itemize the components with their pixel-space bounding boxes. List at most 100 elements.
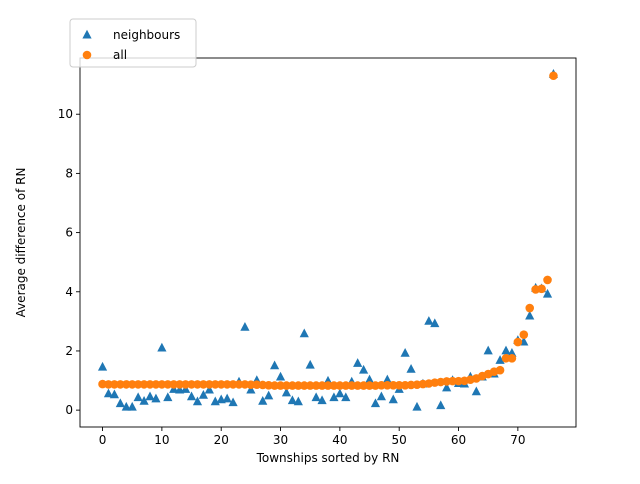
- legend: neighbours all: [69, 18, 197, 68]
- triangle-point: [258, 395, 268, 405]
- circle-point: [282, 381, 291, 390]
- y-tick-label: 10: [58, 107, 73, 121]
- triangle-point: [127, 401, 137, 411]
- triangle-point: [192, 396, 203, 406]
- legend-all-label: all: [113, 48, 127, 62]
- triangle-point: [412, 401, 422, 411]
- x-tick-label: 30: [273, 433, 288, 447]
- triangle-point: [163, 392, 173, 402]
- circle-point: [525, 303, 535, 313]
- circle-point: [175, 380, 184, 389]
- circle-point: [305, 381, 315, 390]
- circle-point: [163, 380, 173, 389]
- triangle-point: [281, 387, 292, 397]
- triangle-point: [353, 358, 363, 367]
- y-tick-label: 4: [65, 285, 73, 299]
- circle-point: [353, 381, 362, 390]
- x-tick-label: 60: [451, 433, 466, 447]
- circle-point: [365, 381, 374, 390]
- triangle-point: [436, 400, 446, 410]
- triangle-point: [471, 386, 481, 396]
- circle-point: [323, 381, 333, 390]
- triangle-point: [145, 391, 155, 401]
- triangle-point: [388, 394, 398, 404]
- circle-point: [157, 380, 167, 389]
- triangle-point: [246, 384, 256, 394]
- circle-point: [394, 380, 404, 390]
- circle-point: [234, 380, 244, 389]
- circle-point: [145, 380, 155, 389]
- circle-point: [246, 380, 256, 389]
- triangle-point: [299, 328, 309, 338]
- circle-point: [127, 380, 137, 389]
- triangle-point: [133, 392, 143, 402]
- circle-point: [537, 284, 546, 294]
- triangle-point: [442, 382, 452, 392]
- circle-point: [311, 381, 321, 390]
- circle-point: [377, 380, 386, 390]
- triangle-point: [228, 397, 238, 407]
- circle-point: [133, 380, 143, 389]
- x-tick-label: 0: [99, 433, 107, 447]
- triangle-point: [400, 348, 410, 357]
- circle-point: [216, 380, 226, 389]
- triangle-point: [370, 398, 381, 408]
- circle-point: [110, 380, 119, 389]
- triangle-point: [406, 364, 416, 373]
- triangle-point: [157, 342, 167, 352]
- plot-frame: [79, 57, 577, 428]
- x-tick-label: 10: [154, 433, 169, 447]
- circle-point: [121, 380, 131, 389]
- circle-point: [222, 380, 232, 389]
- triangle-point: [293, 396, 303, 406]
- triangle-point: [430, 318, 440, 328]
- triangle-point: [270, 360, 280, 370]
- circle-point: [116, 380, 125, 389]
- triangle-point: [311, 392, 321, 402]
- triangle-point: [121, 401, 131, 411]
- triangle-point: [204, 384, 214, 394]
- legend-neighbours-label: neighbours: [113, 28, 180, 42]
- circle-point: [329, 381, 339, 390]
- triangle-point: [424, 316, 434, 325]
- triangle-point: [222, 393, 232, 403]
- circle-point: [495, 365, 505, 375]
- circle-point: [139, 380, 149, 389]
- circle-point: [193, 380, 202, 389]
- triangle-point: [287, 395, 298, 405]
- triangle-point: [542, 288, 553, 298]
- circle-point: [507, 354, 517, 363]
- triangle-point: [305, 359, 315, 369]
- circle-point: [210, 380, 220, 389]
- circle-point: [187, 380, 196, 389]
- circle-point: [519, 330, 529, 339]
- circle-point: [288, 381, 297, 390]
- circle-point: [347, 381, 357, 390]
- triangle-point: [275, 371, 286, 381]
- triangle-point: [109, 389, 120, 399]
- circle-point: [228, 380, 238, 389]
- triangle-point: [376, 391, 386, 401]
- circle-point: [543, 275, 552, 285]
- triangle-point: [507, 348, 517, 357]
- legend-all-marker: [82, 50, 92, 60]
- triangle-point: [103, 388, 114, 398]
- triangle-point: [364, 374, 375, 384]
- circle-point: [383, 380, 392, 390]
- circle-point: [335, 381, 345, 390]
- circle-point: [299, 381, 309, 390]
- triangle-point: [483, 345, 493, 355]
- axes: 0 10 20 30 40 50 60 70 0 2 4 6 8 10: [58, 57, 577, 447]
- triangle-point: [186, 391, 197, 401]
- x-tick-label: 50: [392, 433, 407, 447]
- circle-point: [341, 381, 351, 390]
- y-tick-label: 8: [65, 166, 73, 180]
- legend-box: [69, 18, 197, 68]
- y-tick-label: 6: [65, 226, 73, 240]
- circle-point: [549, 71, 558, 81]
- x-tick-label: 40: [332, 433, 347, 447]
- circle-point: [276, 381, 285, 390]
- triangle-point: [115, 398, 125, 408]
